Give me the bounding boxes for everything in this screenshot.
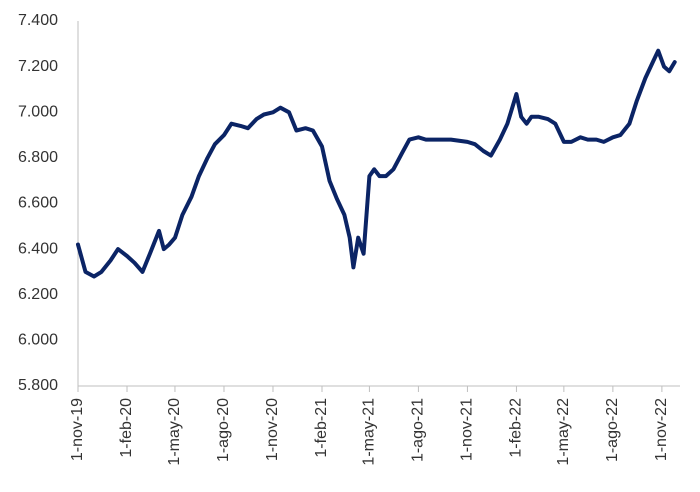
x-tick-label: 1-may-21 (361, 398, 378, 466)
y-tick-label: 6.600 (18, 195, 58, 212)
y-tick-label: 7.000 (18, 103, 58, 120)
y-tick-label: 6.000 (18, 332, 58, 349)
x-tick-label: 1-feb-22 (508, 398, 525, 458)
y-tick-label: 6.200 (18, 286, 58, 303)
x-tick-label: 1-feb-20 (118, 398, 135, 458)
y-tick-label: 7.200 (18, 58, 58, 75)
x-tick-label: 1-ago-22 (604, 398, 621, 462)
x-tick-label: 1-ago-21 (410, 398, 427, 462)
y-tick-label: 7.400 (18, 12, 58, 29)
x-tick-label: 1-nov-22 (653, 398, 670, 461)
x-tick-label: 1-nov-19 (69, 398, 86, 461)
x-tick-label: 1-nov-20 (264, 398, 281, 461)
y-tick-label: 5.800 (18, 377, 58, 394)
x-tick-label: 1-ago-20 (215, 398, 232, 462)
x-tick-label: 1-may-22 (555, 398, 572, 466)
x-tick-label: 1-feb-21 (313, 398, 330, 458)
line-series (76, 48, 677, 279)
y-tick-label: 6.800 (18, 149, 58, 166)
y-tick-label: 6.400 (18, 240, 58, 257)
x-tick-label: 1-nov-21 (459, 398, 476, 461)
x-tick-label: 1-may-20 (166, 398, 183, 466)
